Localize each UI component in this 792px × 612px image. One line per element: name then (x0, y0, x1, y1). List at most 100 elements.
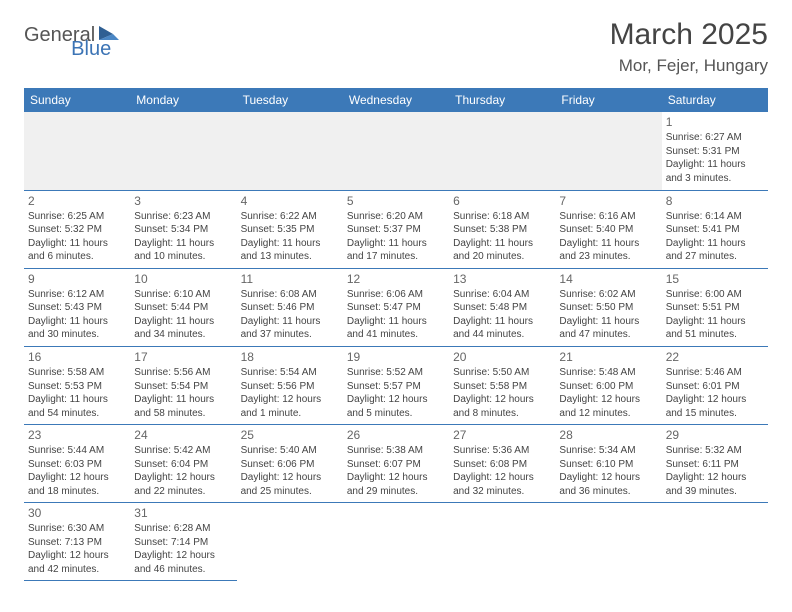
daylight-text: Daylight: 11 hours and 6 minutes. (28, 237, 126, 264)
day-cell: 17Sunrise: 5:56 AMSunset: 5:54 PMDayligh… (130, 346, 236, 424)
day-cell: 8Sunrise: 6:14 AMSunset: 5:41 PMDaylight… (662, 190, 768, 268)
daylight-text: Daylight: 11 hours and 58 minutes. (134, 393, 232, 420)
sunset-text: Sunset: 6:10 PM (559, 458, 657, 472)
day-cell: 21Sunrise: 5:48 AMSunset: 6:00 PMDayligh… (555, 346, 661, 424)
day-number: 18 (241, 349, 339, 365)
daylight-text: Daylight: 11 hours and 17 minutes. (347, 237, 445, 264)
empty-cell (24, 112, 130, 190)
sunset-text: Sunset: 6:04 PM (134, 458, 232, 472)
weekday-thursday: Thursday (449, 88, 555, 112)
sunrise-text: Sunrise: 5:38 AM (347, 444, 445, 458)
daylight-text: Daylight: 12 hours and 8 minutes. (453, 393, 551, 420)
day-number: 21 (559, 349, 657, 365)
sunset-text: Sunset: 5:58 PM (453, 380, 551, 394)
day-number: 27 (453, 427, 551, 443)
sunset-text: Sunset: 5:48 PM (453, 301, 551, 315)
sunrise-text: Sunrise: 6:08 AM (241, 288, 339, 302)
sunrise-text: Sunrise: 5:36 AM (453, 444, 551, 458)
day-number: 6 (453, 193, 551, 209)
day-number: 17 (134, 349, 232, 365)
sunset-text: Sunset: 6:11 PM (666, 458, 764, 472)
sunrise-text: Sunrise: 6:02 AM (559, 288, 657, 302)
calendar-row: 1Sunrise: 6:27 AMSunset: 5:31 PMDaylight… (24, 112, 768, 190)
header: General Blue March 2025 Mor, Fejer, Hung… (24, 18, 768, 76)
empty-cell (555, 503, 661, 581)
empty-cell (343, 503, 449, 581)
sunrise-text: Sunrise: 6:14 AM (666, 210, 764, 224)
empty-cell (555, 112, 661, 190)
sunrise-text: Sunrise: 5:32 AM (666, 444, 764, 458)
day-number: 14 (559, 271, 657, 287)
sunset-text: Sunset: 6:06 PM (241, 458, 339, 472)
sunset-text: Sunset: 5:56 PM (241, 380, 339, 394)
weekday-monday: Monday (130, 88, 236, 112)
sunrise-text: Sunrise: 5:40 AM (241, 444, 339, 458)
day-cell: 11Sunrise: 6:08 AMSunset: 5:46 PMDayligh… (237, 268, 343, 346)
day-number: 1 (666, 114, 764, 130)
daylight-text: Daylight: 11 hours and 3 minutes. (666, 158, 764, 185)
logo: General Blue (24, 18, 165, 47)
day-number: 12 (347, 271, 445, 287)
daylight-text: Daylight: 12 hours and 18 minutes. (28, 471, 126, 498)
day-cell: 13Sunrise: 6:04 AMSunset: 5:48 PMDayligh… (449, 268, 555, 346)
daylight-text: Daylight: 11 hours and 54 minutes. (28, 393, 126, 420)
sunrise-text: Sunrise: 6:25 AM (28, 210, 126, 224)
day-cell: 24Sunrise: 5:42 AMSunset: 6:04 PMDayligh… (130, 425, 236, 503)
sunset-text: Sunset: 5:31 PM (666, 145, 764, 159)
day-number: 11 (241, 271, 339, 287)
day-cell: 18Sunrise: 5:54 AMSunset: 5:56 PMDayligh… (237, 346, 343, 424)
weekday-wednesday: Wednesday (343, 88, 449, 112)
sunrise-text: Sunrise: 6:22 AM (241, 210, 339, 224)
day-number: 15 (666, 271, 764, 287)
day-cell: 6Sunrise: 6:18 AMSunset: 5:38 PMDaylight… (449, 190, 555, 268)
day-cell: 26Sunrise: 5:38 AMSunset: 6:07 PMDayligh… (343, 425, 449, 503)
daylight-text: Daylight: 11 hours and 30 minutes. (28, 315, 126, 342)
sunset-text: Sunset: 5:37 PM (347, 223, 445, 237)
daylight-text: Daylight: 12 hours and 12 minutes. (559, 393, 657, 420)
empty-cell (662, 503, 768, 581)
day-number: 7 (559, 193, 657, 209)
daylight-text: Daylight: 11 hours and 34 minutes. (134, 315, 232, 342)
day-number: 24 (134, 427, 232, 443)
sunrise-text: Sunrise: 6:18 AM (453, 210, 551, 224)
sunset-text: Sunset: 5:41 PM (666, 223, 764, 237)
sunset-text: Sunset: 5:32 PM (28, 223, 126, 237)
sunrise-text: Sunrise: 5:50 AM (453, 366, 551, 380)
sunset-text: Sunset: 5:43 PM (28, 301, 126, 315)
daylight-text: Daylight: 12 hours and 42 minutes. (28, 549, 126, 576)
sunset-text: Sunset: 5:47 PM (347, 301, 445, 315)
sunrise-text: Sunrise: 6:16 AM (559, 210, 657, 224)
day-number: 30 (28, 505, 126, 521)
day-number: 22 (666, 349, 764, 365)
day-number: 5 (347, 193, 445, 209)
day-cell: 27Sunrise: 5:36 AMSunset: 6:08 PMDayligh… (449, 425, 555, 503)
day-number: 26 (347, 427, 445, 443)
day-number: 23 (28, 427, 126, 443)
day-number: 9 (28, 271, 126, 287)
sunrise-text: Sunrise: 5:46 AM (666, 366, 764, 380)
sunset-text: Sunset: 5:57 PM (347, 380, 445, 394)
sunrise-text: Sunrise: 6:00 AM (666, 288, 764, 302)
day-number: 10 (134, 271, 232, 287)
sunrise-text: Sunrise: 6:20 AM (347, 210, 445, 224)
day-number: 31 (134, 505, 232, 521)
daylight-text: Daylight: 12 hours and 46 minutes. (134, 549, 232, 576)
sunrise-text: Sunrise: 6:06 AM (347, 288, 445, 302)
calendar-row: 23Sunrise: 5:44 AMSunset: 6:03 PMDayligh… (24, 425, 768, 503)
daylight-text: Daylight: 12 hours and 1 minute. (241, 393, 339, 420)
day-number: 4 (241, 193, 339, 209)
daylight-text: Daylight: 12 hours and 22 minutes. (134, 471, 232, 498)
sunrise-text: Sunrise: 5:44 AM (28, 444, 126, 458)
sunset-text: Sunset: 7:14 PM (134, 536, 232, 550)
sunrise-text: Sunrise: 5:56 AM (134, 366, 232, 380)
sunset-text: Sunset: 6:01 PM (666, 380, 764, 394)
daylight-text: Daylight: 11 hours and 44 minutes. (453, 315, 551, 342)
sunrise-text: Sunrise: 5:42 AM (134, 444, 232, 458)
day-number: 19 (347, 349, 445, 365)
month-title: March 2025 (610, 18, 768, 52)
empty-cell (449, 112, 555, 190)
daylight-text: Daylight: 12 hours and 39 minutes. (666, 471, 764, 498)
empty-cell (449, 503, 555, 581)
day-cell: 25Sunrise: 5:40 AMSunset: 6:06 PMDayligh… (237, 425, 343, 503)
day-cell: 30Sunrise: 6:30 AMSunset: 7:13 PMDayligh… (24, 503, 130, 581)
